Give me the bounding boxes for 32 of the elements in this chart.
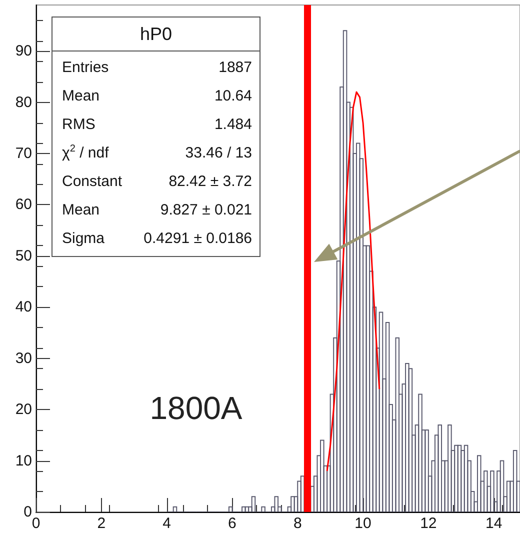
annotation: 1800A — [150, 390, 243, 426]
annotation: 1.484 — [214, 116, 252, 133]
y-tick-label: 30 — [15, 350, 32, 367]
annotation: 82.42 ± 3.72 — [168, 172, 252, 190]
annotation: 0.4291 ± 0.0186 — [144, 230, 252, 247]
y-tick-label: 10 — [15, 452, 32, 470]
annotation: Mean — [62, 201, 100, 218]
y-tick-label: 40 — [15, 298, 32, 316]
annotation: RMS — [62, 116, 96, 133]
x-tick-label: 10 — [354, 515, 372, 532]
y-tick-label: 20 — [15, 401, 32, 418]
annotation: Entries — [62, 58, 109, 76]
annotation: 10.64 — [214, 87, 252, 104]
annotation: 33.46 / 13 — [185, 144, 252, 162]
annotation: Mean — [62, 87, 100, 104]
x-tick-label: 2 — [97, 515, 106, 532]
x-tick-label: 8 — [293, 515, 302, 532]
y-tick-label: 60 — [15, 196, 32, 214]
x-tick-label: 12 — [420, 515, 437, 532]
annotation: Constant — [62, 172, 123, 190]
annotation: 1887 — [218, 58, 252, 76]
y-tick-label: 80 — [15, 94, 32, 111]
x-tick-label: 4 — [162, 515, 171, 532]
x-tick-label: 6 — [228, 515, 236, 532]
y-tick-label: 0 — [24, 504, 32, 520]
text: hP0 — [140, 24, 172, 44]
y-tick-label: 70 — [15, 145, 32, 162]
annotation: 9.827 ± 0.021 — [160, 201, 252, 218]
y-tick-label: 90 — [15, 42, 32, 60]
annotation: Sigma — [62, 230, 106, 247]
y-tick-label: 50 — [15, 247, 32, 264]
x-tick-label: 14 — [485, 515, 502, 532]
